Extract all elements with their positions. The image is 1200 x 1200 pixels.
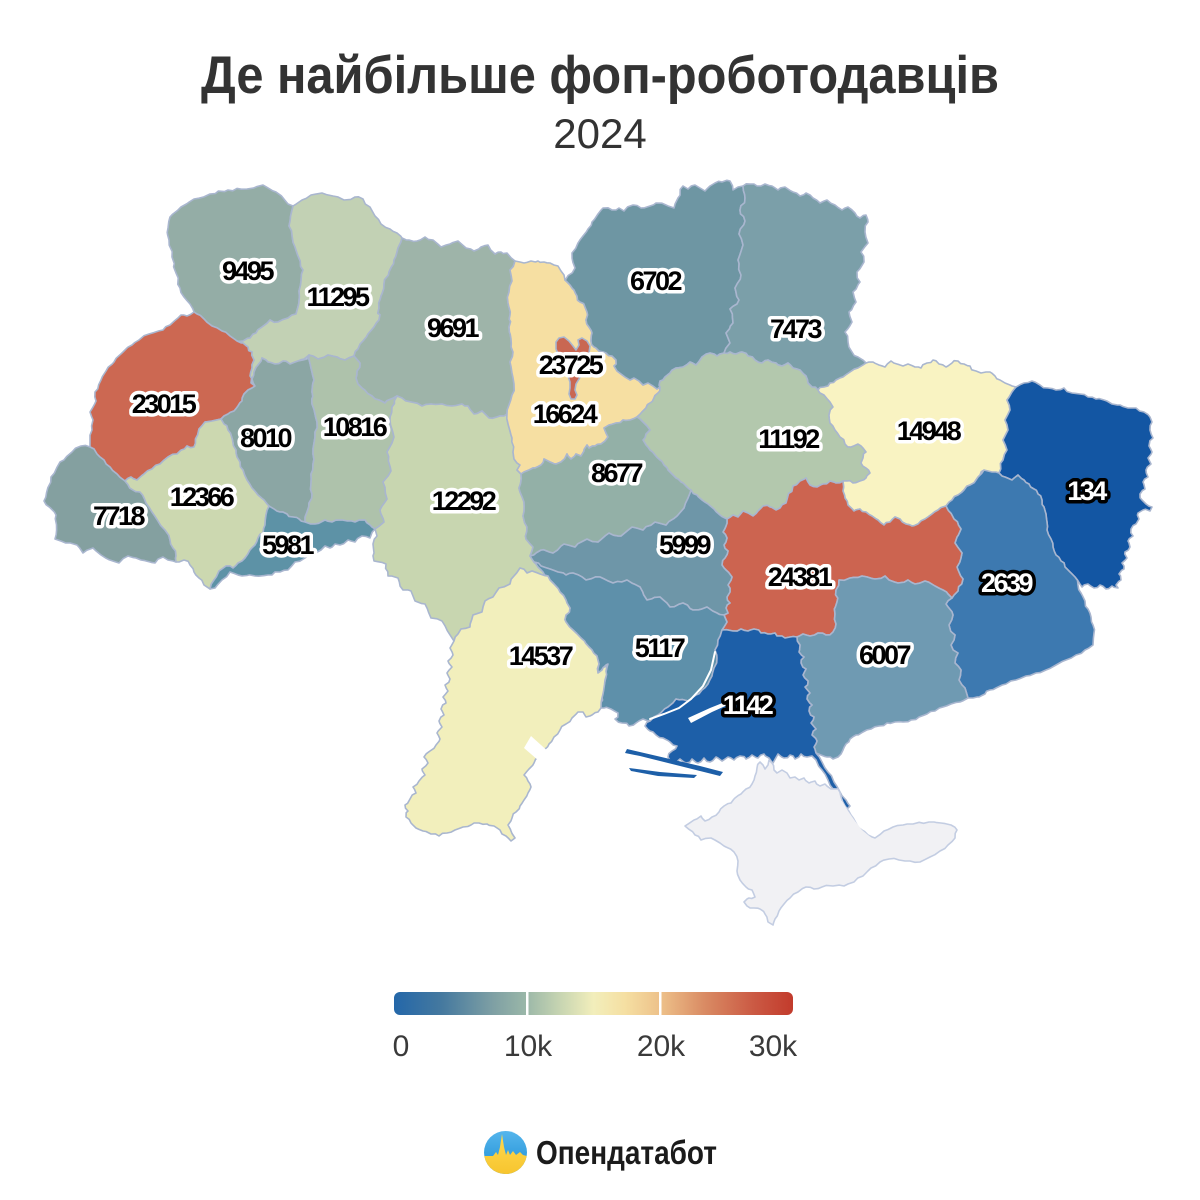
svg-text:20k: 20k	[637, 1030, 686, 1063]
svg-text:10k: 10k	[504, 1030, 553, 1063]
svg-text:5999: 5999	[659, 530, 712, 560]
svg-text:24381: 24381	[768, 562, 833, 592]
svg-text:14948: 14948	[897, 416, 962, 446]
svg-text:2024: 2024	[553, 110, 646, 157]
svg-text:0: 0	[393, 1030, 410, 1063]
svg-text:9495: 9495	[222, 256, 275, 286]
svg-text:134: 134	[1067, 476, 1107, 506]
svg-text:11295: 11295	[306, 282, 370, 312]
svg-text:6702: 6702	[630, 266, 682, 296]
svg-text:8677: 8677	[591, 458, 643, 488]
svg-text:6007: 6007	[859, 640, 911, 670]
svg-text:Опендатабот: Опендатабот	[536, 1134, 717, 1171]
svg-text:2639: 2639	[981, 568, 1034, 598]
svg-text:9691: 9691	[427, 313, 480, 343]
svg-text:10816: 10816	[323, 412, 388, 442]
svg-text:14537: 14537	[509, 641, 573, 671]
svg-text:7718: 7718	[93, 501, 146, 531]
svg-text:11192: 11192	[758, 424, 819, 454]
svg-text:1142: 1142	[723, 690, 773, 720]
svg-text:7473: 7473	[770, 314, 823, 344]
svg-text:12366: 12366	[170, 482, 235, 512]
svg-text:30k: 30k	[749, 1030, 798, 1063]
svg-text:Де найбільше фоп-роботодавців: Де найбільше фоп-роботодавців	[201, 46, 999, 105]
svg-text:12292: 12292	[432, 486, 496, 516]
svg-text:5981: 5981	[262, 530, 315, 560]
svg-text:23725: 23725	[539, 350, 604, 380]
svg-text:16624: 16624	[533, 399, 598, 429]
svg-text:5117: 5117	[635, 633, 685, 663]
svg-text:8010: 8010	[240, 423, 292, 453]
svg-text:23015: 23015	[132, 389, 197, 419]
